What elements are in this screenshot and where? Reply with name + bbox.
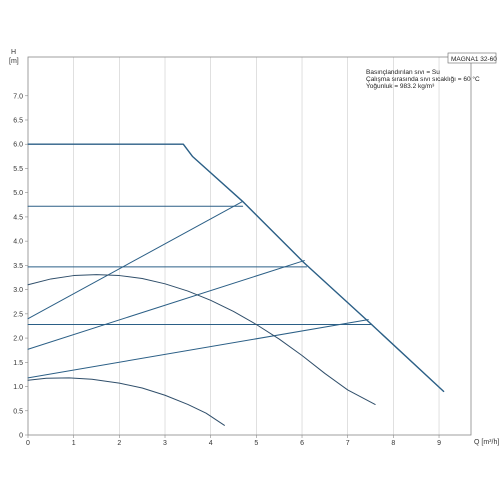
y-tick-label: 2.5: [13, 311, 23, 318]
x-tick-label: 2: [117, 440, 121, 447]
x-tick-label: 6: [300, 440, 304, 447]
y-tick-label: 2.0: [13, 336, 23, 343]
info-line-temperature: Çalışma sırasında sıvı sıcaklığı = 60 °C: [366, 75, 480, 83]
y-tick-label: 0.5: [13, 408, 23, 415]
y-tick-label: 3.5: [13, 263, 23, 270]
y-tick-label: 1.0: [13, 384, 23, 391]
y-tick-label: 4.5: [13, 214, 23, 221]
y-axis-symbol: H: [11, 49, 16, 56]
y-axis-unit: [m]: [9, 58, 19, 65]
info-line-density: Yoğunluk = 983.2 kg/m³: [366, 83, 435, 90]
curves: [27, 143, 445, 426]
min-curve-line: [27, 377, 225, 426]
y-tick-label: 7.0: [13, 93, 23, 100]
axis-ticks: 0 1 2 3 4 5 6 7 8 9 0 0.5 1.0 1.5 2.0 2.5 3.0 3.5 4.0 4.5 5.…: [13, 93, 441, 447]
grid: [73, 57, 440, 435]
y-tick-label: 3.0: [13, 287, 23, 294]
y-tick-label: 0: [19, 433, 23, 440]
x-tick-label: 9: [437, 440, 441, 447]
x-tick-label: 0: [26, 440, 30, 447]
x-tick-label: 5: [254, 440, 258, 447]
y-tick-label: 4.0: [13, 239, 23, 246]
x-axis-label: Q [m³/h]: [474, 439, 499, 446]
model-label: MAGNA1 32-60: [451, 56, 497, 63]
y-tick-label: 1.5: [13, 360, 23, 367]
proportional-pressure-line: [27, 260, 305, 350]
model-label-box: [447, 52, 497, 64]
x-tick-label: 7: [346, 440, 350, 447]
y-tick-label: 5.0: [13, 190, 23, 197]
min-curve-line: [27, 274, 376, 405]
y-tick-label: 6.0: [13, 142, 23, 149]
info-line-fluid: Basınçlandırılan sıvı = Su: [366, 69, 440, 76]
y-tick-label: 5.5: [13, 166, 23, 173]
y-tick-label: 6.5: [13, 118, 23, 125]
x-tick-label: 4: [209, 440, 213, 447]
proportional-pressure-line: [27, 200, 244, 320]
x-tick-label: 1: [72, 440, 76, 447]
plot-frame: [27, 56, 472, 436]
x-tick-label: 8: [391, 440, 395, 447]
max-curve-line: [27, 143, 445, 393]
proportional-pressure-line: [27, 319, 369, 379]
x-tick-label: 3: [163, 440, 167, 447]
